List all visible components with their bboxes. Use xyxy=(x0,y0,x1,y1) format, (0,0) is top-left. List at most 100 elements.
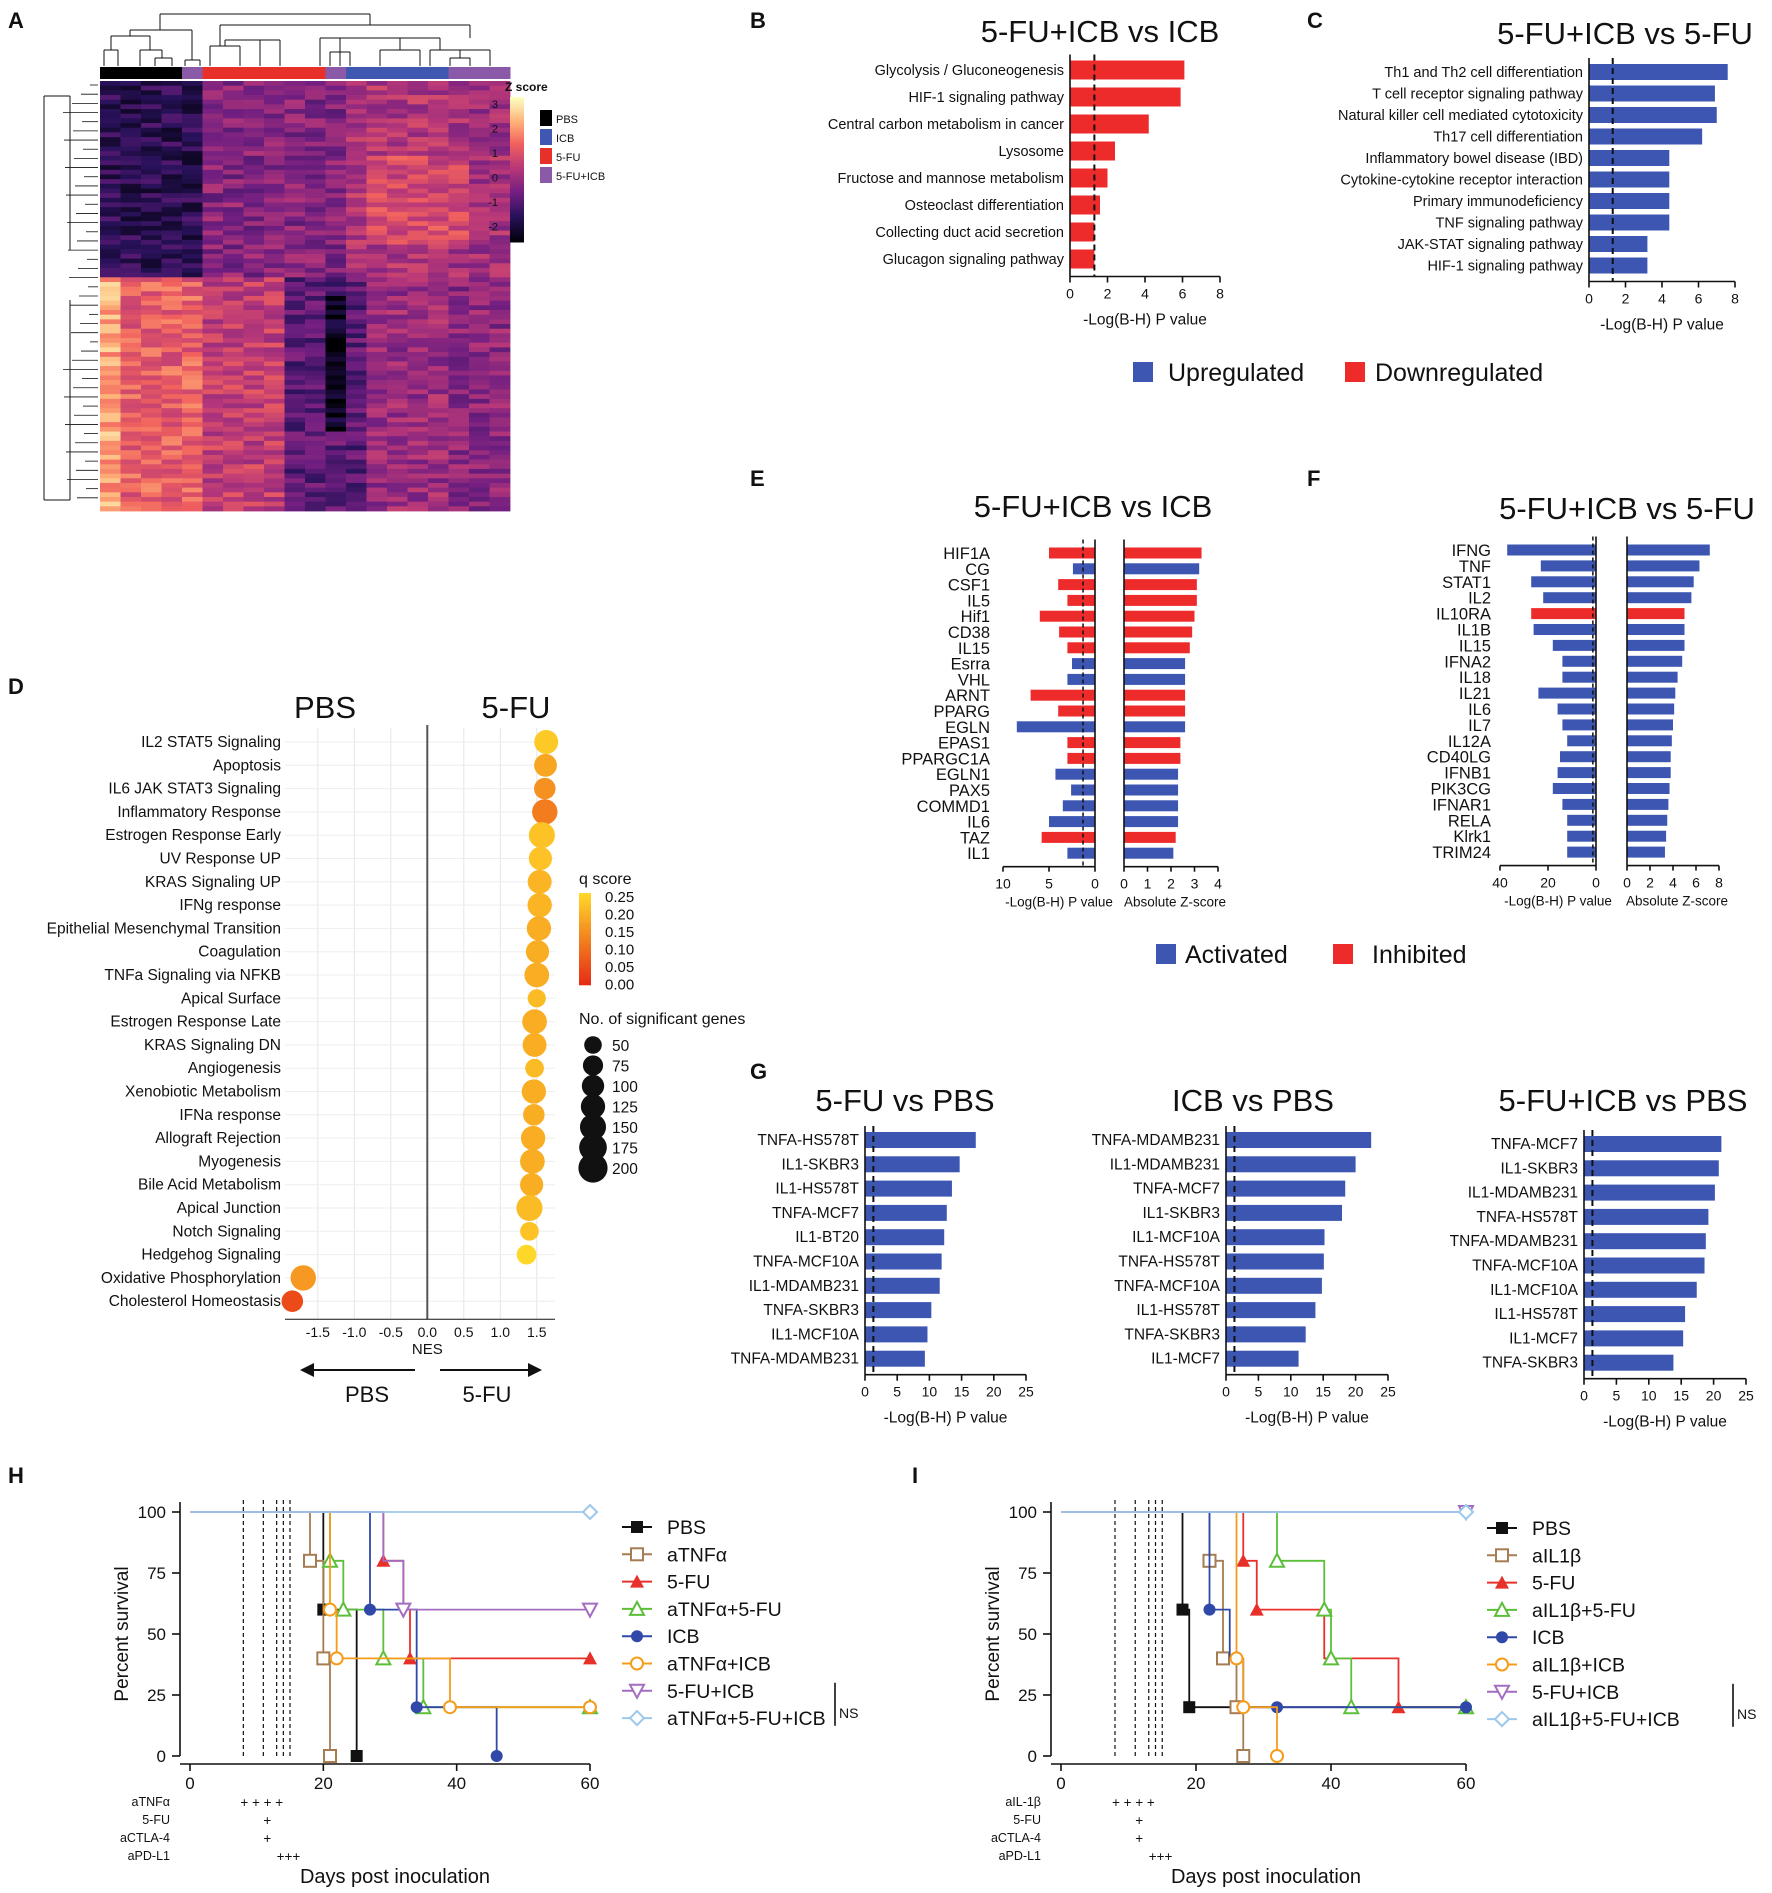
heatmap-cell xyxy=(182,459,203,465)
heatmap-cell xyxy=(448,422,470,428)
heatmap-cell xyxy=(407,235,429,241)
heatmap-cell xyxy=(223,375,244,381)
heatmap-cell xyxy=(120,95,142,101)
heatmap-cell xyxy=(469,179,490,185)
heatmap-cell xyxy=(202,459,224,465)
heatmap-cell xyxy=(346,193,367,199)
heatmap-cell xyxy=(223,179,244,185)
heatmap-cell xyxy=(346,375,367,381)
heatmap-cell xyxy=(100,137,121,143)
heatmap-cell xyxy=(243,482,265,489)
heatmap-cell xyxy=(161,165,183,171)
heatmap-cell xyxy=(366,389,388,395)
heatmap-cell xyxy=(407,277,429,283)
heatmap-cell xyxy=(305,244,326,250)
heatmap-cell xyxy=(305,445,326,451)
colorbar-segment xyxy=(510,232,524,236)
x-tick-label: 10 xyxy=(995,876,1011,892)
legend-label-atnf-5-fu-icb: aTNFα+5-FU+ICB xyxy=(667,1708,826,1730)
heatmap-cell xyxy=(243,146,265,152)
heatmap-cell xyxy=(469,473,490,479)
q-legend-tick: 0.20 xyxy=(605,907,634,924)
heatmap-cell xyxy=(387,90,408,96)
dot-tnfa-signaling-via-nfkb xyxy=(524,962,550,988)
heatmap-cell xyxy=(264,431,285,437)
heatmap-cell xyxy=(346,342,367,348)
heatmap-cell xyxy=(243,445,265,451)
heatmap-cell xyxy=(325,450,347,456)
legend-label-atnf: aTNFα xyxy=(667,1544,727,1566)
heatmap-cell xyxy=(100,179,121,185)
heatmap-cell xyxy=(284,431,306,437)
heatmap-cell xyxy=(325,403,347,409)
heatmap-cell xyxy=(346,216,367,222)
heatmap-cell xyxy=(346,95,367,101)
heatmap-cell xyxy=(387,141,408,147)
heatmap-cell xyxy=(243,230,265,236)
heatmap-cell xyxy=(223,468,244,475)
colorbar-tick: 2 xyxy=(492,124,498,136)
heatmap-cell xyxy=(428,95,449,101)
x-tick-label: 8 xyxy=(1216,286,1224,302)
heatmap-cell xyxy=(489,169,511,175)
heatmap-cell xyxy=(489,155,511,161)
category-label-ifng-response: IFNg response xyxy=(179,897,281,914)
heatmap-cell xyxy=(469,221,490,227)
heatmap-cell xyxy=(202,333,224,339)
q-colorbar-segment xyxy=(579,897,591,901)
colorbar-segment xyxy=(510,215,524,219)
pvalue-bar-csf1 xyxy=(1058,579,1095,591)
heatmap-cell xyxy=(428,211,449,217)
heatmap-cell xyxy=(120,333,142,339)
heatmap-cell xyxy=(182,225,203,231)
heatmap-cell xyxy=(264,296,285,302)
heatmap-cell xyxy=(243,422,265,428)
marker-circle xyxy=(410,1701,423,1714)
heatmap-cell xyxy=(448,221,470,227)
heatmap-cell xyxy=(305,468,326,475)
heatmap-cell xyxy=(141,324,162,330)
heatmap-cell xyxy=(141,356,162,362)
heatmap-cell xyxy=(223,244,244,250)
heatmap-cell xyxy=(387,239,408,245)
heatmap-cell xyxy=(448,244,470,250)
heatmap-cell xyxy=(325,202,347,208)
heatmap-cell xyxy=(243,281,265,288)
heatmap-cell xyxy=(366,394,388,400)
heatmap-cell xyxy=(428,426,449,432)
heatmap-cell xyxy=(202,146,224,152)
category-label-coagulation: Coagulation xyxy=(198,944,281,961)
heatmap-cell xyxy=(223,90,244,96)
heatmap-cell xyxy=(182,366,203,372)
heatmap-cell xyxy=(428,370,449,376)
heatmap-cell xyxy=(120,464,142,470)
heatmap-cell xyxy=(366,99,388,105)
q-legend-tick: 0.05 xyxy=(605,959,634,976)
x-tick-label: -0.5 xyxy=(379,1324,403,1340)
heatmap-cell xyxy=(387,127,408,133)
heatmap-cell xyxy=(284,127,306,133)
heatmap-cell xyxy=(366,253,388,260)
heatmap-cell xyxy=(305,151,326,157)
heatmap-cell xyxy=(325,99,347,105)
survival-curve-pbs xyxy=(190,1511,358,1756)
heatmap-cell xyxy=(100,436,121,442)
heatmap-cell xyxy=(141,258,162,264)
heatmap-cell xyxy=(428,127,449,133)
heatmap-cell xyxy=(448,132,470,138)
heatmap-cell xyxy=(100,95,121,101)
zscore-bar-commd1 xyxy=(1124,800,1179,812)
heatmap-cell xyxy=(141,221,162,227)
marker-triangle-open xyxy=(334,1600,353,1617)
heatmap-cell xyxy=(407,146,429,152)
marker-triangle-open xyxy=(1322,1649,1340,1666)
heatmap-cell xyxy=(305,90,326,96)
heatmap-cell xyxy=(202,95,224,101)
heatmap-cell xyxy=(325,464,347,470)
x-tick-label: 4 xyxy=(1214,876,1222,892)
heatmap-cell xyxy=(489,258,511,264)
heatmap-cell xyxy=(182,347,203,353)
zscore-bar-il5 xyxy=(1124,594,1197,606)
heatmap-cell xyxy=(448,450,470,456)
heatmap-cell xyxy=(243,118,265,124)
